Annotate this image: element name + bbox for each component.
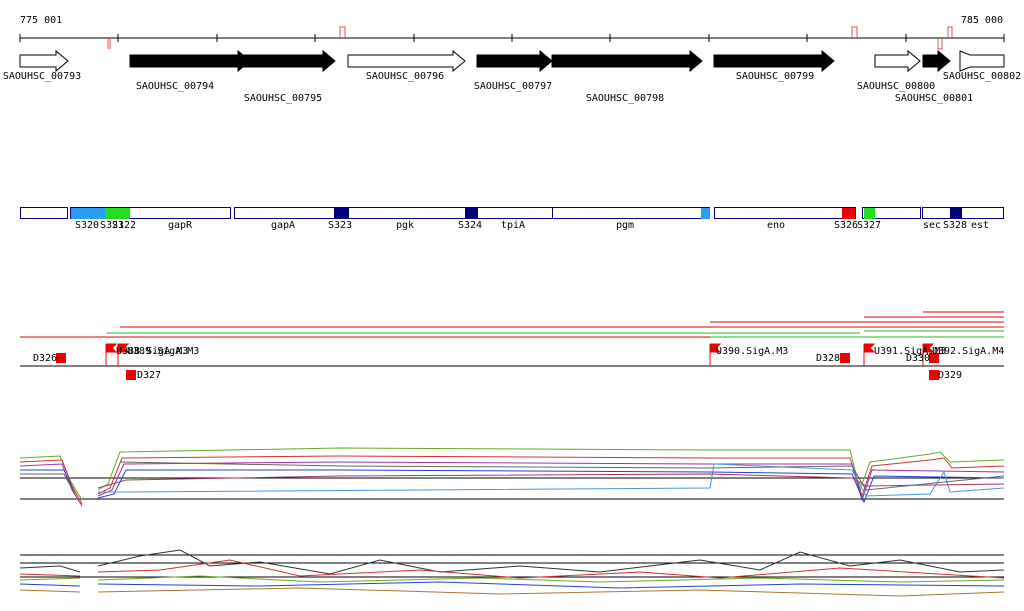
gene-label: SAOUHSC_00793 xyxy=(3,71,81,82)
ruler-marks xyxy=(107,26,953,50)
coord-end: 785 000 xyxy=(961,15,1003,26)
segment-label: S322 xyxy=(112,220,136,231)
expression-track xyxy=(19,549,1005,597)
feature-label: U388.SigA.M3 xyxy=(116,346,188,357)
gene-label: SAOUHSC_00798 xyxy=(586,93,664,104)
feature-label: D328 xyxy=(816,353,840,364)
segment-fills xyxy=(71,208,962,219)
segment-label: S327 xyxy=(857,220,881,231)
feature-label: U390.SigA.M3 xyxy=(716,346,788,357)
gene-label: SAOUHSC_00801 xyxy=(895,93,973,104)
gene-label: SAOUHSC_00796 xyxy=(366,71,444,82)
feature-label: D329 xyxy=(938,370,962,381)
gene-label: SAOUHSC_00799 xyxy=(736,71,814,82)
gene-labels: SAOUHSC_00793 SAOUHSC_00794 SAOUHSC_0079… xyxy=(3,71,1021,104)
feature-marks xyxy=(56,343,939,380)
gene-label: SAOUHSC_00800 xyxy=(857,81,935,92)
gene-label: SAOUHSC_00802 xyxy=(943,71,1021,82)
feature-label: U391.SigA.M3 xyxy=(874,346,946,357)
gene-label: SAOUHSC_00795 xyxy=(244,93,322,104)
segment-label: pgk xyxy=(396,220,414,231)
feature-label: U392.SigA.M4 xyxy=(932,346,1004,357)
segment-label: S328 xyxy=(943,220,967,231)
segment-label: gapA xyxy=(271,220,295,231)
ruler xyxy=(19,34,1005,42)
segment-label: S323 xyxy=(328,220,352,231)
gene-label: SAOUHSC_00797 xyxy=(474,81,552,92)
coord-start: 775 001 xyxy=(20,15,62,26)
expression-track xyxy=(19,447,1005,507)
segment-label: gapR xyxy=(168,220,193,231)
feature-label: D327 xyxy=(137,370,161,381)
feature-label: D326 xyxy=(33,353,57,364)
segment-boxes xyxy=(20,207,1004,219)
transcript-lines xyxy=(20,311,1004,367)
segment-label: S321 xyxy=(100,220,124,231)
segment-label: eno xyxy=(767,220,785,231)
segment-label: S324 xyxy=(458,220,482,231)
gene-arrows xyxy=(19,49,1005,73)
segment-label: sec xyxy=(923,220,941,231)
segment-label: S320 xyxy=(75,220,99,231)
segment-label: pgm xyxy=(616,220,634,231)
segment-label: S326 xyxy=(834,220,858,231)
segment-label: est xyxy=(971,220,989,231)
gene-label: SAOUHSC_00794 xyxy=(136,81,214,92)
feature-label: D330 xyxy=(906,353,930,364)
feature-label: U389.SigA.M3 xyxy=(127,346,199,357)
segment-label: tpiA xyxy=(501,220,525,231)
